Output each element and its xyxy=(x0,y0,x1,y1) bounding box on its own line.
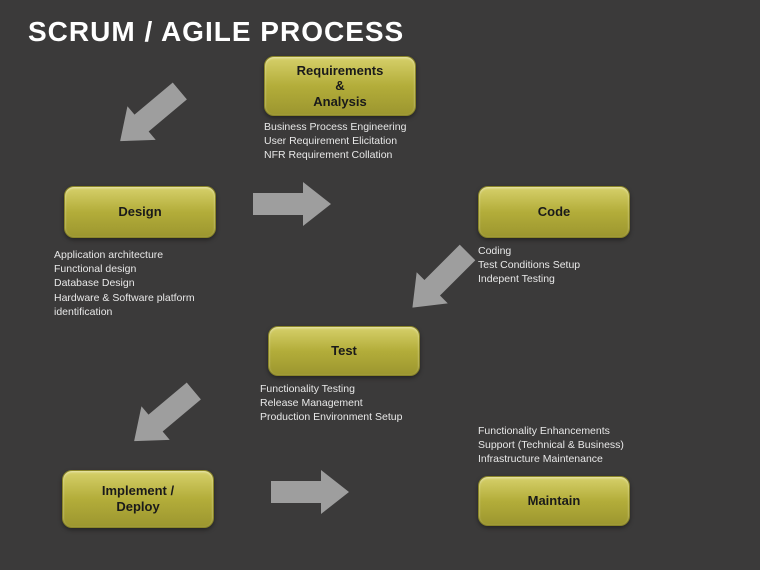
desc-requirements: Business Process Engineering User Requir… xyxy=(264,120,406,163)
node-implement: Implement / Deploy xyxy=(62,470,214,528)
arrow-design-to-code xyxy=(253,182,331,226)
page-title: SCRUM / AGILE PROCESS xyxy=(28,16,404,48)
node-design: Design xyxy=(64,186,216,238)
node-test: Test xyxy=(268,326,420,376)
node-requirements: Requirements & Analysis xyxy=(264,56,416,116)
arrow-req-to-design xyxy=(106,74,194,158)
desc-code: Coding Test Conditions Setup Indepent Te… xyxy=(478,244,580,287)
arrow-code-to-test xyxy=(397,237,483,323)
desc-design: Application architecture Functional desi… xyxy=(54,248,195,319)
arrow-test-to-impl xyxy=(120,374,208,458)
desc-maintain: Functionality Enhancements Support (Tech… xyxy=(478,424,624,467)
desc-test: Functionality Testing Release Management… xyxy=(260,382,402,425)
node-code: Code xyxy=(478,186,630,238)
node-maintain: Maintain xyxy=(478,476,630,526)
arrow-impl-to-maintain xyxy=(271,470,349,514)
